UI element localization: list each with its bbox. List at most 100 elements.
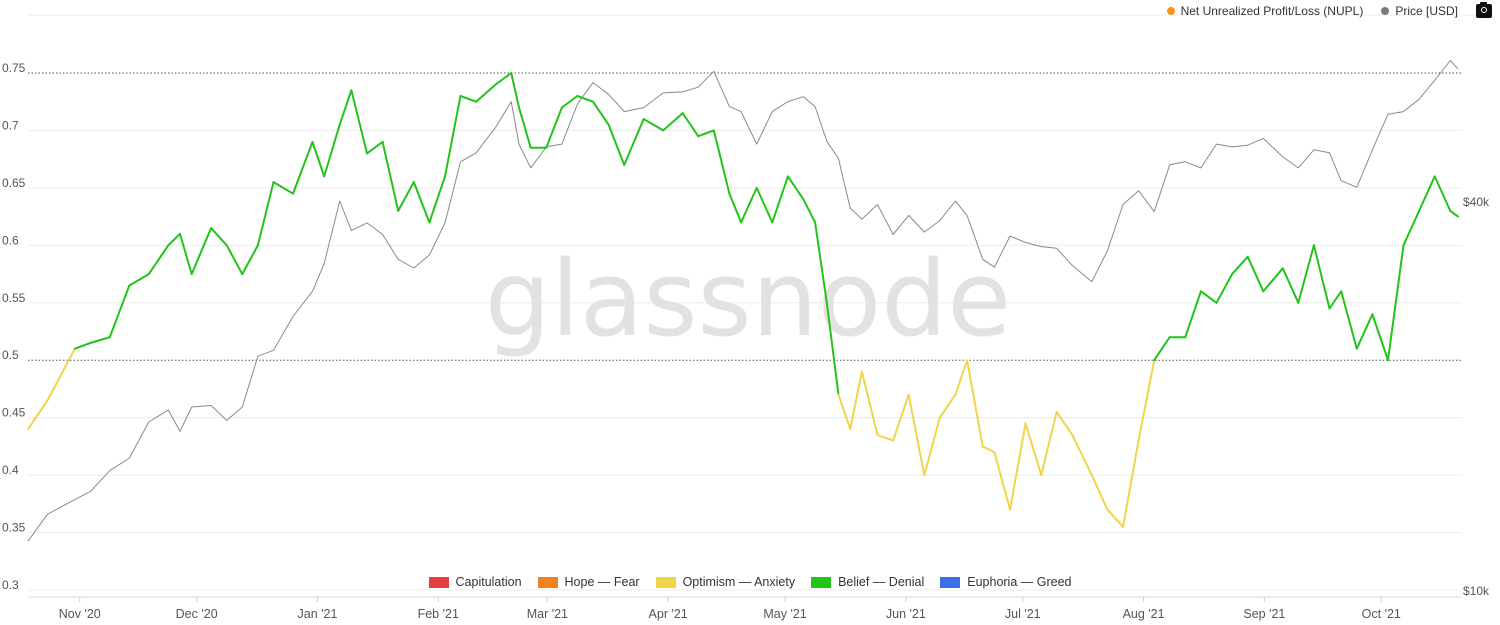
grid-lines <box>28 14 1492 598</box>
nupl-segment <box>272 181 294 195</box>
zone-legend-item[interactable]: Optimism — Anxiety <box>655 575 795 589</box>
nupl-segment <box>459 95 478 103</box>
y-tick-label: 0.7 <box>2 118 19 132</box>
nupl-legend-dot <box>1166 7 1175 15</box>
nupl-segment <box>1433 175 1452 212</box>
legend-item-price[interactable]: Price [USD] <box>1381 4 1458 18</box>
zone-legend-item[interactable]: Capitulation <box>428 575 522 589</box>
zone-legend: Capitulation Hope — Fear Optimism — Anxi… <box>0 575 1500 589</box>
nupl-segment <box>1402 209 1421 247</box>
nupl-segment <box>444 95 462 178</box>
nupl-segment <box>1281 267 1300 304</box>
nupl-segment <box>607 123 626 166</box>
y-tick-label: 0.5 <box>2 348 19 362</box>
x-tick-label: Jul '21 <box>1005 607 1041 621</box>
nupl-segment <box>681 112 700 138</box>
nupl-segment <box>662 112 684 132</box>
nupl-segment <box>576 95 594 103</box>
nupl-segment <box>786 175 805 201</box>
nupl-segment <box>642 118 665 132</box>
nupl-segment <box>728 192 743 224</box>
nupl-segment <box>323 123 341 178</box>
zone-swatch <box>811 576 832 588</box>
y-tick-label: 0.45 <box>2 406 26 420</box>
nupl-segment <box>1071 433 1093 477</box>
x-tick-label: Nov '20 <box>59 607 101 621</box>
legend-item-nupl[interactable]: Net Unrealized Profit/Loss (NUPL) <box>1166 4 1364 18</box>
x-tick-label: Aug '21 <box>1123 607 1165 621</box>
nupl-segment <box>1231 255 1249 276</box>
nupl-segment <box>338 89 353 126</box>
nupl-segment <box>1184 290 1202 339</box>
nupl-segment <box>755 186 774 224</box>
nupl-segment <box>592 100 610 126</box>
nupl-segment <box>560 95 579 109</box>
nupl-segment <box>849 370 863 431</box>
price-line <box>27 60 1459 542</box>
nupl-segment <box>954 359 969 396</box>
camera-icon[interactable] <box>1476 2 1492 18</box>
x-tick-label: Jan '21 <box>298 607 338 621</box>
nupl-segment <box>1355 313 1374 350</box>
x-tick-label: Mar '21 <box>527 607 568 621</box>
y-tick-label: 0.3 <box>2 578 19 592</box>
nupl-segment <box>1340 290 1358 350</box>
nupl-segment <box>89 336 111 344</box>
nupl-segment <box>1024 422 1043 477</box>
y-right-tick-label: $10k <box>1463 584 1490 598</box>
nupl-segment <box>771 175 789 224</box>
nupl-segment <box>1371 313 1389 362</box>
zone-label: Capitulation <box>455 575 522 589</box>
nupl-segment <box>366 140 384 155</box>
nupl-segment <box>46 347 76 402</box>
y-tick-label: 0.4 <box>2 463 19 477</box>
nupl-segment <box>712 129 731 195</box>
nupl-segment <box>225 244 244 276</box>
x-tick-label: Oct '21 <box>1362 607 1401 621</box>
nupl-segment <box>108 284 131 339</box>
y-axis-right: $10k $40k <box>1463 195 1490 598</box>
nupl-segment <box>876 433 895 442</box>
nupl-segment <box>147 244 170 276</box>
nupl-segment <box>494 72 513 86</box>
nupl-segment <box>938 393 957 419</box>
nupl-segment <box>1297 244 1315 304</box>
nupl-segment <box>1055 410 1074 436</box>
nupl-segment <box>1137 359 1156 442</box>
nupl-segment <box>73 342 92 350</box>
price-series <box>27 60 1459 542</box>
nupl-segment <box>1418 175 1436 212</box>
nupl-segment <box>740 186 758 224</box>
nupl-segment <box>167 232 181 247</box>
x-tick-label: Sep '21 <box>1243 607 1285 621</box>
nupl-segment <box>1040 410 1058 477</box>
nupl-segment <box>892 393 910 442</box>
nupl-segment <box>1106 508 1124 528</box>
y-tick-label: 0.35 <box>2 521 26 535</box>
nupl-segment <box>1090 474 1109 511</box>
nupl-segment <box>256 181 275 247</box>
nupl-segment <box>623 118 645 166</box>
nupl-segment <box>1009 422 1027 511</box>
zone-swatch <box>428 576 449 588</box>
nupl-segment <box>545 106 563 149</box>
nupl-segment <box>1262 267 1284 293</box>
nupl-legend-label: Net Unrealized Profit/Loss (NUPL) <box>1180 4 1364 18</box>
nupl-segment <box>381 140 400 212</box>
nupl-segment <box>311 140 326 178</box>
nupl-segment <box>428 175 446 224</box>
nupl-segment <box>837 393 852 431</box>
x-tick-label: Feb '21 <box>418 607 459 621</box>
nupl-segment <box>1312 244 1331 310</box>
nupl-segment <box>241 244 259 276</box>
nupl-series <box>27 72 1460 528</box>
y-tick-label: 0.65 <box>2 176 26 190</box>
nupl-segment <box>923 416 941 477</box>
nupl-segment <box>1246 255 1265 293</box>
zone-legend-item[interactable]: Hope — Fear <box>537 575 640 589</box>
zone-legend-item[interactable]: Belief — Denial <box>811 575 924 589</box>
zone-legend-item[interactable]: Euphoria — Greed <box>940 575 1071 589</box>
price-legend-label: Price [USD] <box>1395 4 1458 18</box>
zone-label: Hope — Fear <box>564 575 640 589</box>
